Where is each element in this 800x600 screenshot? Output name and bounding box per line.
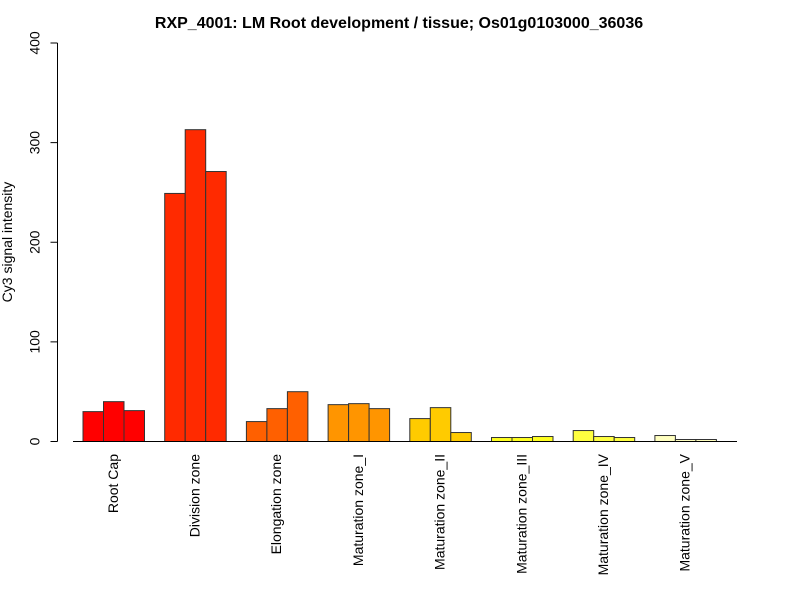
- bar-group: [82, 401, 145, 442]
- bar-group: [491, 436, 554, 443]
- bar: [82, 411, 104, 442]
- y-tick-label: 300: [27, 131, 43, 155]
- y-tick-label: 200: [27, 230, 43, 254]
- category-label: Division zone: [186, 454, 202, 537]
- bar-group: [327, 403, 391, 443]
- bar: [103, 401, 125, 442]
- bar: [205, 171, 227, 443]
- y-tick-label: 0: [27, 437, 43, 445]
- bar: [409, 418, 431, 442]
- chart-title: RXP_4001: LM Root development / tissue; …: [155, 15, 643, 32]
- bar: [184, 129, 207, 443]
- bar: [368, 408, 391, 442]
- bar: [164, 192, 186, 442]
- bar: [245, 421, 268, 443]
- category-labels: Root Cap Division zone Elongation zone Matu…: [105, 453, 693, 575]
- bar: [348, 403, 370, 442]
- category-label: Root Cap: [105, 454, 121, 513]
- y-tick-label: 400: [27, 31, 43, 55]
- category-label: Maturation zone_II: [432, 454, 448, 570]
- bar: [327, 404, 350, 443]
- bar: [572, 430, 595, 443]
- y-axis: 0 100 200 300 400: [27, 31, 58, 445]
- category-label: Maturation zone_I: [350, 454, 366, 566]
- bar-group: [164, 129, 227, 443]
- bar: [654, 435, 676, 442]
- bar: [532, 436, 554, 442]
- bar: [266, 408, 288, 442]
- y-tick-label: 100: [27, 330, 43, 354]
- bar: [593, 436, 615, 442]
- category-label: Maturation zone_IV: [595, 453, 611, 575]
- bar-group: [572, 430, 636, 443]
- y-axis-label: Cy3 signal intensity: [0, 182, 15, 303]
- bar-group: [409, 407, 472, 443]
- bar-group: [245, 391, 309, 443]
- bar: [491, 437, 513, 443]
- bars: [82, 129, 717, 443]
- bar: [429, 407, 452, 443]
- category-label: Maturation zone_III: [513, 454, 529, 574]
- category-label: Elongation zone: [268, 454, 284, 555]
- bar: [450, 432, 472, 443]
- bar: [613, 437, 636, 443]
- bar: [123, 410, 145, 442]
- category-label: Maturation zone_V: [677, 453, 693, 571]
- bar-group: [654, 435, 717, 443]
- bar: [511, 437, 533, 443]
- bar: [286, 391, 309, 442]
